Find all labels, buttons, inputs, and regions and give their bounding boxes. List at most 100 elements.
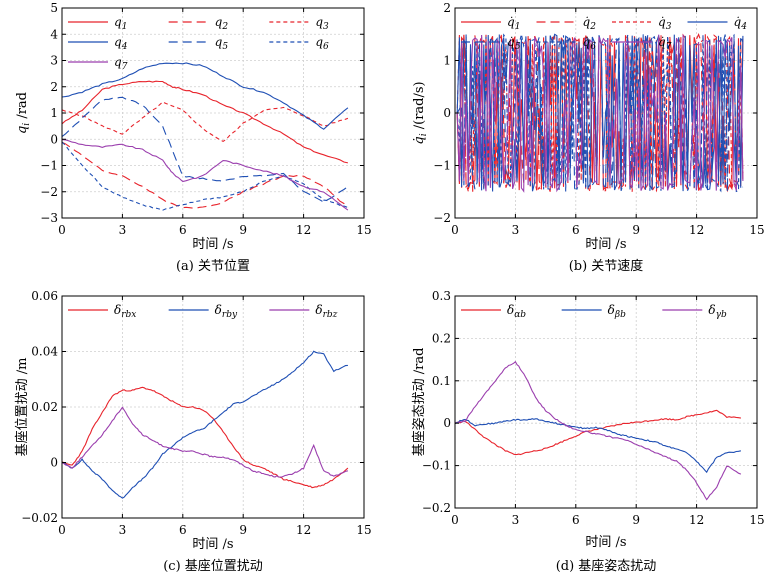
x-tick-label: 6 — [179, 223, 187, 237]
y-tick-label: 1 — [443, 54, 451, 68]
series-line-1 — [62, 80, 349, 164]
legend-item: q1 — [68, 15, 127, 32]
legend-item: δβb — [561, 303, 626, 320]
y-tick-label: −1 — [433, 159, 451, 173]
svg-text:q̇6: q̇6 — [583, 35, 597, 52]
svg-text:q̇3: q̇3 — [658, 15, 672, 32]
svg-text:q4: q4 — [114, 35, 128, 52]
svg-text:q̇1: q̇1 — [507, 15, 520, 32]
y-tick-label: 0.2 — [432, 331, 451, 345]
series-line-6 — [455, 33, 744, 193]
svg-text:q7: q7 — [114, 55, 128, 72]
x-tick-label: 0 — [58, 523, 66, 537]
legend-item: q̇7 — [612, 35, 672, 52]
svg-text:δrbz: δrbz — [315, 303, 337, 320]
legend-item: q4 — [68, 35, 128, 52]
y-tick-label: −0.1 — [422, 459, 451, 473]
series-line-3 — [62, 406, 349, 478]
x-tick-label: 9 — [632, 513, 640, 527]
x-tick-label: 3 — [119, 223, 127, 237]
y-tick-label: 0.1 — [432, 374, 451, 388]
legend: q̇1 q̇2 q̇3 q̇4 q̇5 q̇6 q̇7 — [461, 15, 747, 52]
x-tick-label: 9 — [632, 223, 640, 237]
legend-item: q̇1 — [461, 15, 520, 32]
series-line-1 — [455, 33, 744, 193]
x-axis-label: 时间 /s — [192, 537, 233, 552]
y-tick-label: 0 — [443, 416, 451, 430]
series-line-5 — [62, 96, 349, 203]
legend-item: q7 — [68, 55, 128, 72]
x-tick-label: 15 — [356, 223, 371, 237]
svg-text:q5: q5 — [215, 35, 229, 52]
x-tick-label: 15 — [749, 513, 764, 527]
grid — [62, 296, 364, 518]
grid — [455, 296, 757, 508]
legend-item: q̇3 — [612, 15, 672, 32]
x-tick-label: 0 — [58, 223, 66, 237]
svg-text:q3: q3 — [315, 15, 329, 32]
svg-text:q2: q2 — [215, 15, 229, 32]
y-axis-label: qi /rad — [15, 92, 32, 134]
series-line-7 — [62, 139, 349, 211]
svg-text:q̇2: q̇2 — [583, 15, 597, 32]
svg-text:qi /rad: qi /rad — [15, 92, 32, 134]
y-tick-label: −2 — [433, 211, 451, 225]
legend: δrbx δrby δrbz — [68, 303, 338, 320]
series-line-2 — [455, 418, 742, 474]
y-tick-label: 1 — [50, 106, 58, 120]
y-tick-label: 4 — [50, 27, 58, 41]
y-tick-label: −3 — [40, 211, 58, 225]
svg-text:δβb: δβb — [608, 303, 626, 320]
y-tick-label: 0 — [443, 106, 451, 120]
x-axis-label: 时间 /s — [192, 237, 233, 252]
svg-text:q6: q6 — [315, 35, 329, 52]
series-line-4 — [455, 33, 744, 192]
series-line-3 — [62, 101, 349, 143]
y-tick-label: 0.3 — [432, 289, 451, 303]
panel-caption: (b) 关节速度 — [569, 258, 644, 274]
series-line-1 — [455, 409, 741, 456]
series-line-3 — [455, 360, 742, 501]
legend-item: q̇4 — [687, 15, 748, 32]
svg-text:基座姿态扰动 /rad: 基座姿态扰动 /rad — [411, 348, 427, 457]
plot-area — [62, 350, 349, 499]
legend: q1 q2 q3 q4 q5 q6 q7 — [68, 15, 329, 72]
legend-item: δrby — [168, 303, 238, 320]
y-tick-label: 0 — [50, 132, 58, 146]
x-tick-label: 3 — [512, 513, 520, 527]
plot-area — [62, 62, 349, 211]
panel-caption: (c) 基座位置扰动 — [163, 559, 263, 574]
legend-item: q5 — [168, 35, 229, 52]
svg-text:q1: q1 — [114, 15, 127, 32]
x-tick-label: 3 — [512, 223, 520, 237]
panel-caption: (d) 基座姿态扰动 — [556, 558, 657, 574]
x-tick-label: 12 — [689, 513, 704, 527]
svg-text:q̇4: q̇4 — [734, 15, 748, 32]
x-tick-label: 9 — [239, 223, 247, 237]
y-tick-label: 0.04 — [31, 345, 58, 359]
y-tick-label: 0.02 — [31, 400, 58, 414]
legend-item: δγb — [662, 303, 727, 320]
legend-item: q̇2 — [536, 15, 597, 32]
y-axis-label: q̇i /(rad/s) — [412, 81, 429, 144]
x-tick-label: 6 — [179, 523, 187, 537]
y-tick-label: 5 — [50, 1, 58, 15]
series-line-2 — [62, 141, 349, 209]
series-line-7 — [455, 34, 744, 193]
y-tick-label: −0.2 — [422, 501, 451, 515]
plot-area — [455, 360, 742, 501]
x-tick-label: 12 — [689, 223, 704, 237]
series-line-4 — [62, 62, 349, 130]
x-axis-label: 时间 /s — [585, 535, 626, 550]
svg-text:δrby: δrby — [215, 303, 238, 320]
y-axis-label: 基座位置扰动 /m — [15, 358, 30, 457]
panel-base-attitude-disturbance: 0 3 6 9 12 15 −0.2 −0.1 0 0.1 0.2 0.3 时间 /s 基座姿态扰动 /r… — [411, 289, 765, 574]
svg-text:q̇i /(rad/s): q̇i /(rad/s) — [412, 81, 429, 144]
x-tick-label: 0 — [451, 223, 459, 237]
legend-item: q̇5 — [461, 35, 521, 52]
svg-text:δγb: δγb — [708, 303, 727, 320]
